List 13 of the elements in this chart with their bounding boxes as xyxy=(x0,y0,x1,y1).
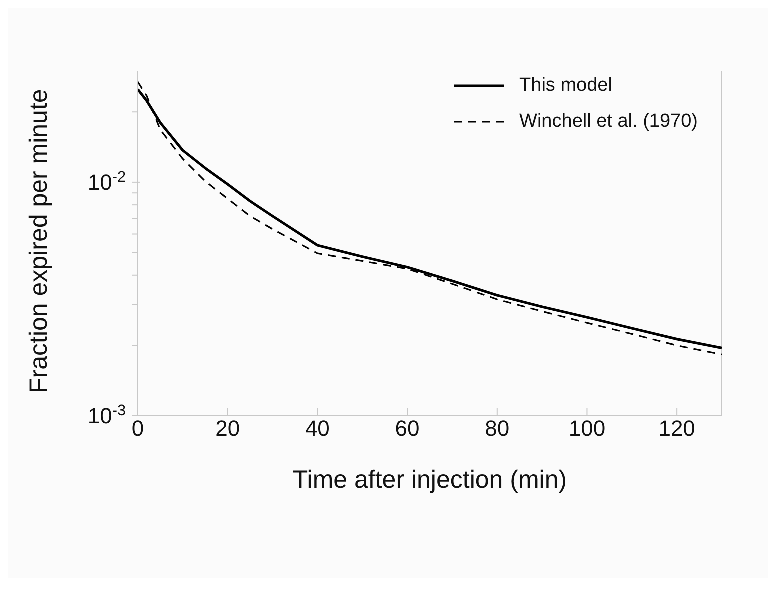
x-tick-label: 40 xyxy=(305,416,330,441)
x-tick-label: 60 xyxy=(395,416,420,441)
y-axis-title: Fraction expired per minute xyxy=(24,89,53,394)
x-tick-label: 80 xyxy=(485,416,510,441)
legend-label: Winchell et al. (1970) xyxy=(520,111,698,133)
legend-label: This model xyxy=(520,75,612,97)
x-tick-label: 20 xyxy=(216,416,240,441)
y-tick-label: 10$^{-3}$ xyxy=(88,402,126,429)
x-tick-label: 120 xyxy=(658,416,696,441)
x-axis-title: Time after injection (min) xyxy=(292,466,568,494)
y-tick-label: 10$^{-2}$ xyxy=(88,168,126,196)
x-tick-label: 100 xyxy=(568,416,606,441)
x-tick-label: 0 xyxy=(132,416,144,441)
